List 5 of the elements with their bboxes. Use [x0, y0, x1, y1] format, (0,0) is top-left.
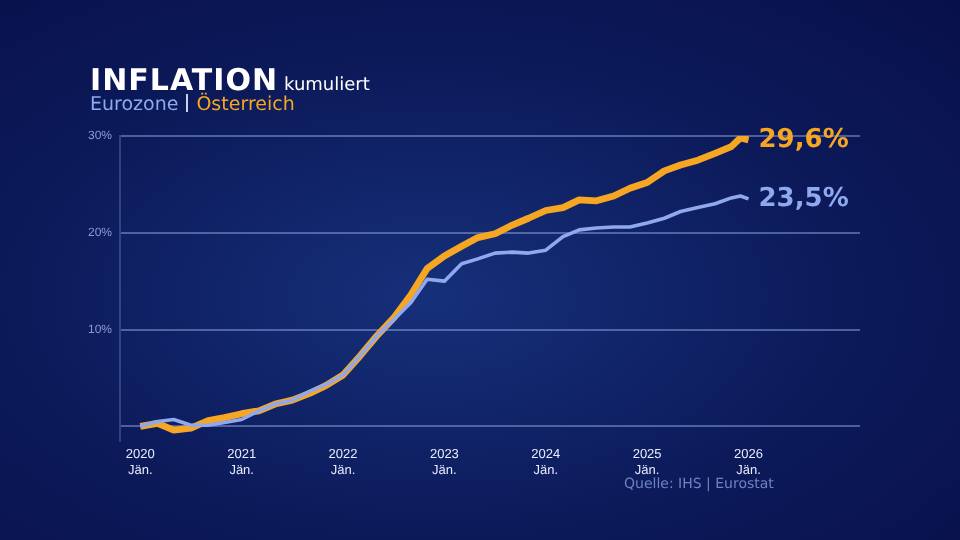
chart-subtitle: kumuliert — [284, 76, 370, 96]
annotation: 29,6% — [758, 124, 849, 155]
annotation: 23,5% — [758, 183, 849, 214]
text: Österreich — [196, 94, 295, 116]
text: Eurozone — [90, 94, 179, 116]
